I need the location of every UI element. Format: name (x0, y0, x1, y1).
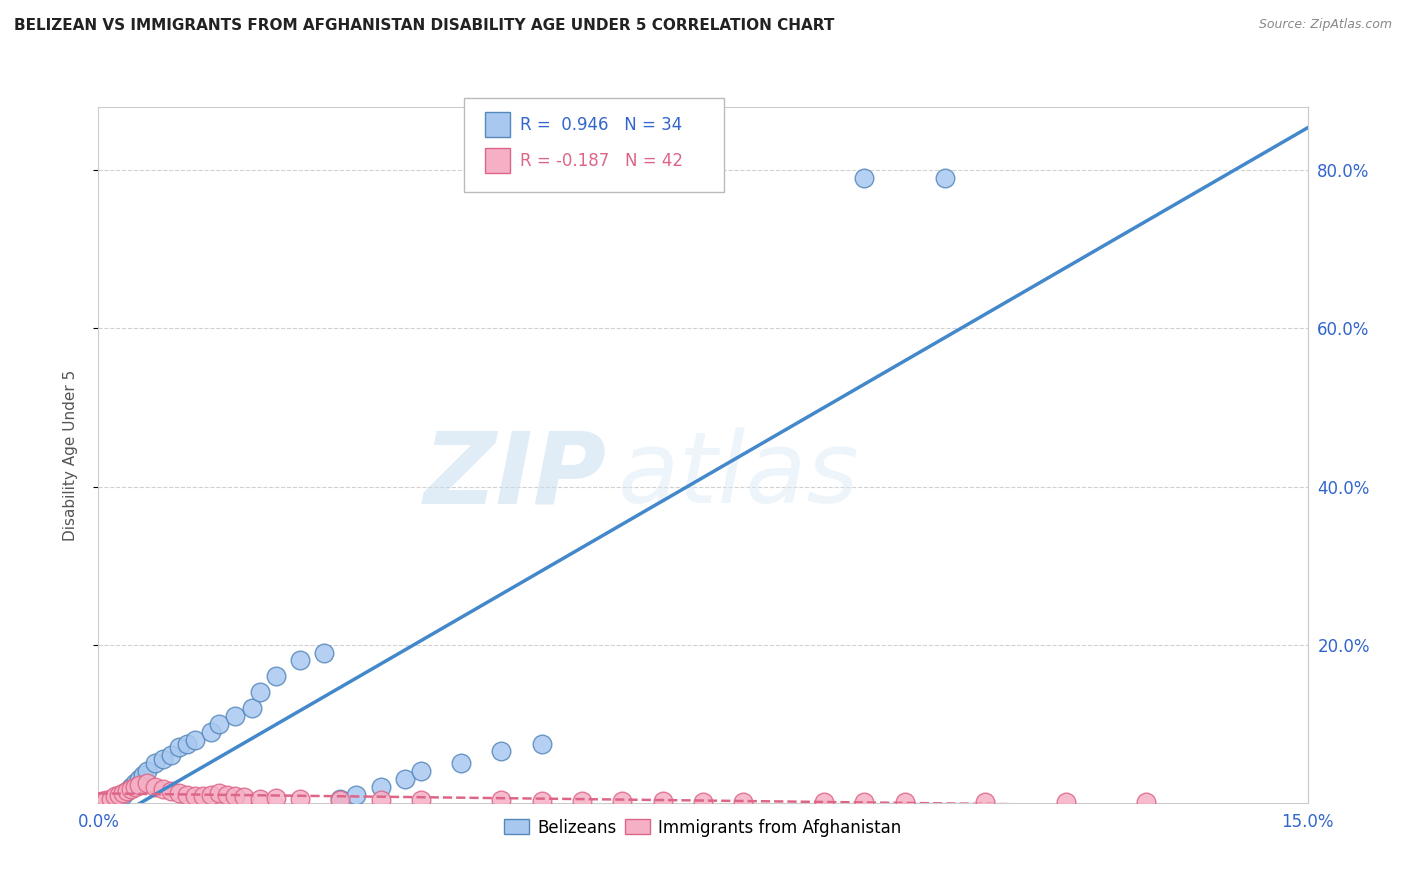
Y-axis label: Disability Age Under 5: Disability Age Under 5 (63, 369, 77, 541)
Point (491, 793, 513, 807)
Point (450, 756, 472, 771)
Point (100, 792, 122, 806)
Legend: Belizeans, Immigrants from Afghanistan: Belizeans, Immigrants from Afghanistan (498, 812, 908, 843)
Point (100, 793, 122, 807)
Point (111, 788, 134, 802)
Point (160, 748, 183, 763)
Point (135, 764, 157, 779)
Point (224, 708, 246, 723)
Text: R = -0.187   N = 42: R = -0.187 N = 42 (520, 152, 683, 169)
Point (167, 786, 190, 800)
Point (120, 780, 142, 794)
Point (103, 792, 125, 806)
Point (853, 795, 876, 809)
Point (115, 784, 138, 798)
Point (111, 786, 134, 800)
Point (152, 752, 174, 766)
Point (370, 780, 392, 794)
Point (224, 789, 246, 804)
Point (530, 737, 553, 751)
Point (249, 685, 271, 699)
Point (1054, 795, 1077, 809)
Point (314, 646, 336, 660)
Point (120, 781, 142, 796)
Point (370, 792, 392, 806)
Point (96, 792, 118, 806)
Point (288, 792, 311, 806)
Point (394, 772, 416, 786)
Point (934, 171, 956, 186)
Point (124, 776, 146, 790)
Point (651, 794, 673, 808)
Point (1135, 796, 1157, 810)
Point (103, 789, 125, 804)
Point (132, 768, 155, 782)
Point (208, 716, 231, 731)
Point (264, 669, 287, 683)
Point (91, 794, 114, 808)
Point (409, 793, 432, 807)
Point (813, 795, 835, 809)
Point (176, 788, 198, 802)
Point (240, 701, 263, 715)
Point (232, 790, 254, 805)
Point (115, 784, 138, 798)
Point (152, 781, 174, 796)
Point (329, 792, 352, 806)
Text: ZIP: ZIP (423, 427, 606, 524)
Point (264, 791, 287, 805)
Point (249, 792, 271, 806)
Point (692, 795, 714, 809)
Point (200, 788, 222, 802)
Point (128, 772, 150, 786)
Text: Source: ZipAtlas.com: Source: ZipAtlas.com (1258, 18, 1392, 31)
Point (288, 653, 311, 667)
Point (491, 744, 513, 758)
Point (217, 788, 239, 802)
Point (143, 780, 166, 794)
Point (329, 792, 352, 806)
Text: R =  0.946   N = 34: R = 0.946 N = 34 (520, 116, 682, 134)
Point (733, 795, 755, 809)
Point (409, 764, 432, 779)
Point (176, 737, 198, 751)
Point (208, 786, 231, 800)
Point (612, 794, 634, 808)
Point (893, 795, 915, 809)
Point (184, 789, 207, 804)
Point (143, 756, 166, 771)
Point (974, 795, 997, 809)
Point (107, 788, 129, 802)
Point (135, 776, 157, 790)
Point (184, 732, 207, 747)
Point (167, 740, 190, 755)
Point (530, 794, 553, 808)
Point (853, 171, 876, 186)
Point (128, 778, 150, 793)
Point (344, 788, 367, 802)
Point (107, 789, 129, 804)
Point (160, 784, 183, 798)
Text: atlas: atlas (619, 427, 860, 524)
Text: BELIZEAN VS IMMIGRANTS FROM AFGHANISTAN DISABILITY AGE UNDER 5 CORRELATION CHART: BELIZEAN VS IMMIGRANTS FROM AFGHANISTAN … (14, 18, 834, 33)
Point (200, 724, 222, 739)
Point (571, 794, 593, 808)
Point (193, 789, 215, 804)
Point (124, 780, 146, 794)
